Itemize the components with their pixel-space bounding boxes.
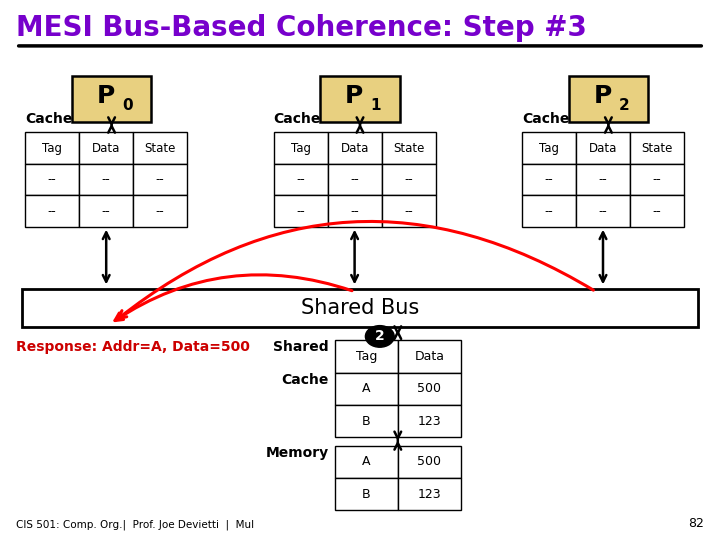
Bar (522, 132, 576, 164)
Bar (274, 164, 328, 195)
Text: 123: 123 (418, 415, 441, 428)
Text: --: -- (544, 173, 554, 186)
Bar (328, 132, 382, 164)
Bar (382, 195, 436, 227)
Text: Shared Bus: Shared Bus (301, 298, 419, 318)
Bar (397, 373, 461, 405)
Bar (25, 164, 79, 195)
Bar (382, 132, 436, 164)
Text: --: -- (598, 173, 608, 186)
Text: A: A (362, 382, 371, 395)
Bar (576, 164, 630, 195)
Text: CIS 501: Comp. Org.|  Prof. Joe Devietti  |  Mul: CIS 501: Comp. Org.| Prof. Joe Devietti … (16, 520, 254, 530)
Text: B: B (362, 415, 371, 428)
Text: Cache: Cache (282, 373, 329, 387)
Bar (397, 478, 461, 510)
Text: --: -- (296, 173, 305, 186)
Bar (79, 195, 133, 227)
Bar (133, 132, 187, 164)
Text: Load [A]: Load [A] (120, 131, 184, 144)
Bar (274, 195, 328, 227)
Bar (522, 195, 576, 227)
Bar (335, 405, 397, 437)
Text: 2: 2 (375, 329, 384, 343)
Text: --: -- (544, 205, 554, 218)
Text: --: -- (48, 173, 57, 186)
Bar (25, 195, 79, 227)
Bar (274, 132, 328, 164)
Text: --: -- (156, 205, 165, 218)
Text: --: -- (598, 205, 608, 218)
Text: A: A (362, 455, 371, 468)
Text: Cache: Cache (522, 112, 570, 126)
FancyBboxPatch shape (320, 76, 400, 122)
Bar (576, 195, 630, 227)
FancyBboxPatch shape (569, 76, 648, 122)
Bar (328, 195, 382, 227)
Bar (630, 195, 684, 227)
Text: Shared: Shared (274, 340, 329, 354)
Bar (133, 164, 187, 195)
Text: --: -- (102, 205, 111, 218)
Text: 500: 500 (418, 382, 441, 395)
Text: --: -- (156, 173, 165, 186)
Text: MESI Bus-Based Coherence: Step #3: MESI Bus-Based Coherence: Step #3 (16, 14, 587, 42)
Text: Data: Data (92, 141, 120, 154)
Text: 123: 123 (418, 488, 441, 501)
Text: 1: 1 (371, 98, 381, 112)
Text: --: -- (48, 205, 57, 218)
Text: Tag: Tag (42, 141, 62, 154)
Text: Response: Addr=A, Data=500: Response: Addr=A, Data=500 (16, 340, 250, 354)
FancyBboxPatch shape (72, 76, 151, 122)
Text: 500: 500 (418, 455, 441, 468)
Bar (630, 132, 684, 164)
Bar (335, 446, 397, 478)
Text: Memory: Memory (266, 446, 329, 460)
Text: Cache: Cache (274, 112, 321, 126)
Bar (335, 478, 397, 510)
Text: Tag: Tag (291, 141, 310, 154)
Text: --: -- (102, 173, 111, 186)
Text: Cache: Cache (25, 112, 73, 126)
Text: Tag: Tag (539, 141, 559, 154)
Bar (335, 373, 397, 405)
Bar (22, 289, 698, 327)
Bar (133, 195, 187, 227)
Text: State: State (393, 141, 424, 154)
Bar (522, 164, 576, 195)
Text: P: P (96, 84, 115, 108)
Bar (630, 164, 684, 195)
Text: Data: Data (589, 141, 617, 154)
Bar (25, 132, 79, 164)
Text: Tag: Tag (356, 350, 377, 363)
Bar (397, 340, 461, 373)
Bar (328, 164, 382, 195)
Bar (79, 164, 133, 195)
Text: --: -- (652, 173, 662, 186)
Text: --: -- (350, 173, 359, 186)
Text: Data: Data (414, 350, 444, 363)
Bar (397, 405, 461, 437)
Text: --: -- (404, 173, 413, 186)
Bar (382, 164, 436, 195)
Bar (397, 446, 461, 478)
Text: --: -- (404, 205, 413, 218)
Bar (335, 340, 397, 373)
Text: --: -- (652, 205, 662, 218)
Text: State: State (642, 141, 672, 154)
Text: P: P (593, 84, 612, 108)
Text: Data: Data (341, 141, 369, 154)
Text: 82: 82 (688, 517, 704, 530)
Text: State: State (145, 141, 176, 154)
Text: P: P (345, 84, 364, 108)
Bar (79, 132, 133, 164)
Text: --: -- (350, 205, 359, 218)
Text: --: -- (296, 205, 305, 218)
Text: 0: 0 (122, 98, 132, 112)
Circle shape (365, 326, 394, 347)
Text: 2: 2 (619, 98, 629, 112)
Bar (576, 132, 630, 164)
Text: B: B (362, 488, 371, 501)
